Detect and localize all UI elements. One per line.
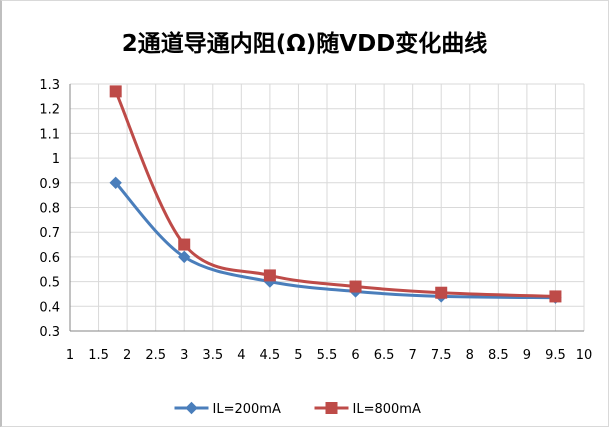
- data-point-series-2: [349, 280, 362, 293]
- y-tick-label: 0.9: [39, 177, 60, 192]
- x-tick-label: 3: [180, 348, 188, 363]
- data-point-series-2: [178, 238, 191, 251]
- x-tick-label: 8.5: [488, 348, 509, 363]
- x-tick-label: 10: [576, 348, 593, 363]
- y-tick-label: 1.3: [39, 78, 60, 93]
- x-tick-label: 6.5: [374, 348, 395, 363]
- x-tick-label: 7: [409, 348, 417, 363]
- data-point-series-2: [549, 290, 562, 303]
- x-tick-label: 5.5: [317, 348, 338, 363]
- x-tick-label: 7.5: [431, 348, 452, 363]
- data-point-series-1: [178, 250, 191, 264]
- chart-title: 2通道导通内阻(Ω)随VDD变化曲线: [121, 31, 488, 57]
- y-tick-label: 0.6: [39, 251, 60, 266]
- x-tick-label: 5: [294, 348, 302, 363]
- x-tick-label: 1.5: [88, 348, 109, 363]
- x-tick-label: 9.5: [545, 348, 566, 363]
- x-tick-label: 8: [466, 348, 474, 363]
- x-tick-label: 4.5: [260, 348, 281, 363]
- y-tick-label: 0.3: [39, 325, 60, 340]
- series-line-2: [114, 90, 556, 298]
- data-point-series-1: [109, 176, 122, 190]
- legend-swatch-marker-2: [325, 402, 338, 414]
- data-point-series-2: [263, 269, 276, 282]
- x-tick-label: 9: [523, 348, 531, 363]
- data-point-series-2: [435, 286, 448, 299]
- y-tick-label: 1.2: [39, 103, 60, 118]
- legend-swatch-marker-1: [185, 401, 198, 415]
- legend-label-2: IL=800mA: [353, 402, 421, 417]
- y-tick-label: 0.7: [39, 226, 60, 241]
- x-tick-label: 4: [237, 348, 245, 363]
- x-tick-label: 1: [66, 348, 74, 363]
- x-tick-label: 2: [123, 348, 131, 363]
- data-point-series-2: [109, 85, 122, 98]
- y-tick-label: 0.5: [39, 276, 60, 291]
- x-tick-label: 3.5: [202, 348, 223, 363]
- y-tick-label: 1: [52, 152, 60, 167]
- y-tick-label: 0.8: [39, 202, 60, 217]
- legend-label-1: IL=200mA: [213, 402, 281, 417]
- x-tick-label: 2.5: [145, 348, 166, 363]
- y-tick-label: 1.1: [39, 127, 60, 142]
- y-tick-label: 0.4: [39, 300, 60, 315]
- x-tick-label: 6: [351, 348, 359, 363]
- series-line-1: [114, 181, 556, 300]
